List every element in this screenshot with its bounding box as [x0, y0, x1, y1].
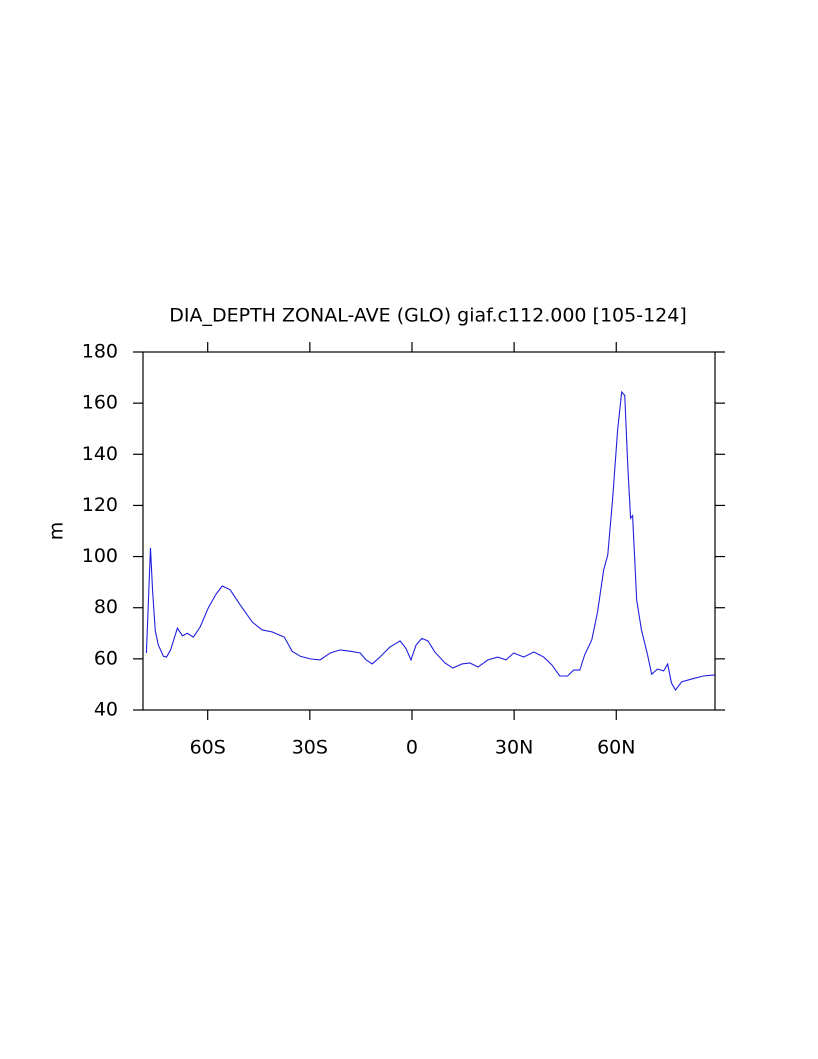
x-tick-label: 60N [597, 737, 635, 759]
y-tick-label: 180 [82, 341, 118, 363]
x-tick-label: 30S [292, 737, 328, 759]
chart-title: DIA_DEPTH ZONAL-AVE (GLO) giaf.c112.000 … [169, 305, 687, 327]
x-tick-label: 30N [495, 737, 533, 759]
y-tick-label: 60 [94, 647, 118, 669]
data-line [145, 390, 715, 692]
y-tick-label: 40 [94, 699, 118, 721]
x-tick-label: 0 [406, 737, 418, 759]
y-tick-label: 100 [82, 545, 118, 567]
y-axis-label: m [46, 522, 68, 541]
y-tick-label: 140 [82, 443, 118, 465]
y-tick-label: 80 [94, 596, 118, 618]
x-tick-label: 60S [190, 737, 226, 759]
plot-frame [142, 351, 716, 711]
y-tick-label: 160 [82, 392, 118, 414]
y-tick-label: 120 [82, 494, 118, 516]
